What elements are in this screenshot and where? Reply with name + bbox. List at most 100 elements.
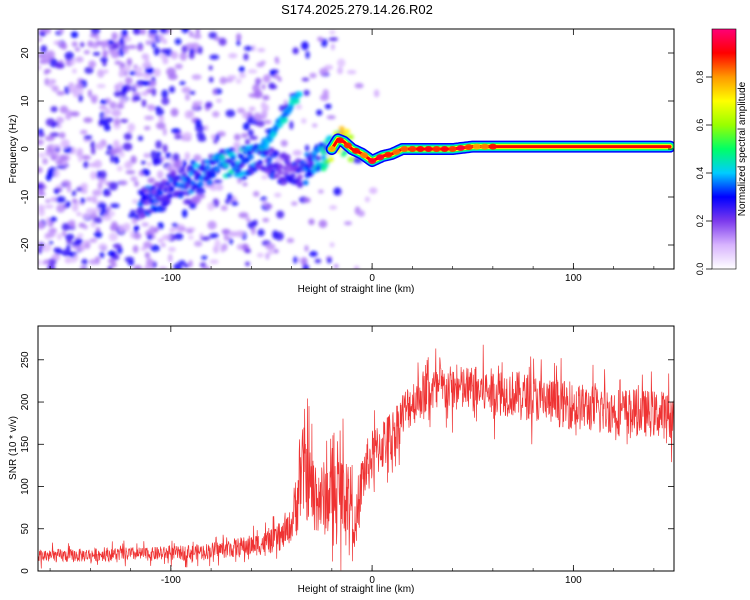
noise-speck xyxy=(46,50,55,60)
ridge-blob xyxy=(155,206,162,212)
noise-speck xyxy=(212,88,217,96)
noise-speck xyxy=(72,68,77,74)
branch-blob xyxy=(263,143,270,150)
noise-speck xyxy=(135,72,144,77)
noise-speck xyxy=(268,250,274,255)
noise-speck xyxy=(219,76,227,85)
noise-speck xyxy=(38,53,46,58)
noise-speck xyxy=(270,84,278,90)
noise-speck xyxy=(80,197,86,204)
noise-speck xyxy=(158,115,165,123)
noise-speck xyxy=(88,60,97,69)
noise-speck xyxy=(127,45,137,49)
noise-speck xyxy=(322,89,329,98)
noise-speck xyxy=(150,244,161,252)
ridge-blob xyxy=(166,193,173,199)
noise-speck xyxy=(64,51,75,61)
colorbar-tick-label: 0.8 xyxy=(695,71,705,84)
noise-speck xyxy=(150,150,158,160)
noise-speck xyxy=(141,222,149,227)
ridge-blob xyxy=(277,169,284,176)
noise-speck xyxy=(280,139,288,147)
noise-speck xyxy=(108,181,118,191)
noise-speck xyxy=(151,87,157,97)
noise-speck xyxy=(45,199,51,203)
noise-speck xyxy=(121,85,128,94)
noise-speck xyxy=(93,216,103,224)
y-tick-label: 0 xyxy=(20,146,31,152)
noise-speck xyxy=(44,204,54,209)
noise-speck xyxy=(172,153,180,162)
noise-speck xyxy=(38,128,44,134)
ridge-blob xyxy=(157,190,164,196)
noise-speck xyxy=(276,210,285,219)
ridge-blob xyxy=(219,154,226,160)
noise-speck xyxy=(47,263,56,269)
noise-speck xyxy=(133,225,140,230)
noise-speck xyxy=(140,160,147,165)
noise-speck xyxy=(221,228,231,235)
noise-speck xyxy=(38,191,46,197)
noise-speck xyxy=(134,180,139,187)
noise-speck xyxy=(170,51,179,60)
ridge-blob xyxy=(297,182,303,188)
x-tick-label: 0 xyxy=(369,273,375,284)
noise-speck xyxy=(50,106,58,113)
noise-speck xyxy=(84,242,91,250)
noise-speck xyxy=(114,60,122,65)
noise-speck xyxy=(192,33,202,40)
noise-speck xyxy=(150,38,157,43)
noise-speck xyxy=(87,40,94,48)
noise-speck xyxy=(263,120,272,124)
noise-speck xyxy=(354,82,364,89)
noise-speck xyxy=(330,43,335,51)
snr-ticks: -100 0 100 0 50 100 150 200 250 xyxy=(20,326,674,586)
noise-speck xyxy=(208,31,218,39)
ridge-hotspot xyxy=(432,146,441,152)
noise-speck xyxy=(329,30,336,35)
noise-speck xyxy=(223,235,230,241)
noise-speck xyxy=(249,135,258,141)
noise-speck xyxy=(326,115,336,120)
noise-speck xyxy=(321,38,328,48)
noise-speck xyxy=(109,101,117,110)
noise-speck xyxy=(56,165,67,170)
ridge-blob xyxy=(273,173,280,179)
noise-speck xyxy=(369,187,378,195)
noise-speck xyxy=(123,161,133,170)
noise-speck xyxy=(77,87,84,95)
snr-frame xyxy=(37,325,675,572)
noise-speck xyxy=(45,232,55,238)
noise-speck xyxy=(314,258,322,264)
noise-speck xyxy=(189,90,196,95)
noise-speck xyxy=(132,199,139,204)
noise-speck xyxy=(208,65,213,71)
noise-speck xyxy=(153,47,161,56)
noise-speck xyxy=(156,151,162,159)
branch-blob xyxy=(277,121,283,128)
noise-speck xyxy=(200,236,211,241)
noise-speck xyxy=(174,63,183,70)
ridge-blob xyxy=(197,181,204,187)
x-tick-label: 100 xyxy=(565,273,582,284)
noise-speck xyxy=(153,157,163,165)
noise-speck xyxy=(146,258,154,267)
spectrogram-x-label: Height of straight line (km) xyxy=(298,284,415,295)
ridge-blob xyxy=(266,156,273,162)
noise-speck xyxy=(102,49,108,59)
noise-speck xyxy=(169,227,177,233)
noise-speck xyxy=(293,256,298,264)
noise-speck xyxy=(174,232,184,240)
noise-speck xyxy=(137,44,144,52)
noise-speck xyxy=(110,154,115,164)
ridge-blob xyxy=(235,168,242,174)
noise-speck xyxy=(80,129,88,135)
noise-speck xyxy=(137,135,144,141)
noise-speck xyxy=(107,265,113,269)
ridge-blob xyxy=(273,150,280,156)
noise-speck xyxy=(227,75,237,80)
noise-speck xyxy=(303,197,311,203)
noise-speck xyxy=(107,258,116,264)
noise-speck xyxy=(125,170,136,175)
noise-speck xyxy=(84,66,94,74)
